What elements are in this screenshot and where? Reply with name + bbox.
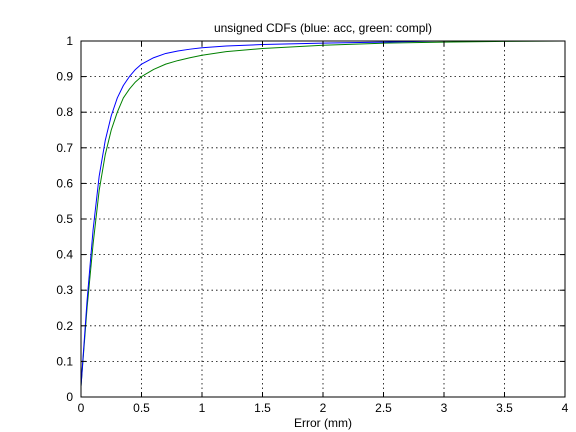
y-tick-label: 0 [66,390,73,404]
tick-marks [80,40,566,398]
y-tick-label: 1 [66,34,73,48]
series-layer [80,40,566,387]
x-axis-label: Error (mm) [294,416,352,430]
x-tick-label: 1.5 [254,401,271,415]
x-tick-label: 4 [562,401,569,415]
y-tick-label: 0.1 [56,354,73,368]
x-tick-label: 0.5 [133,401,150,415]
y-tick-label: 0.2 [56,319,73,333]
cdf-series-line-0 [80,40,437,387]
y-tick-label: 0.9 [56,70,73,84]
tick-labels: 0 0.5 1 1.5 2 2.5 3 3.5 4 0 0.1 0.2 0.3 0.4 0.5 0.6 0.7 0… [56,34,568,415]
x-tick-label: 2.5 [375,401,392,415]
y-tick-label: 0.5 [56,212,73,226]
x-tick-label: 0 [78,401,85,415]
x-tick-label: 3.5 [496,401,513,415]
x-tick-label: 1 [199,401,206,415]
y-tick-label: 0.8 [56,105,73,119]
y-tick-label: 0.3 [56,283,73,297]
chart-title: unsigned CDFs (blue: acc, green: compl) [214,21,432,35]
grid-lines [81,41,565,397]
x-tick-label: 2 [320,401,327,415]
cdf-series-line-1 [80,40,566,387]
y-tick-label: 0.6 [56,176,73,190]
y-tick-label: 0.7 [56,141,73,155]
x-tick-label: 3 [441,401,448,415]
y-tick-label: 0.4 [56,248,73,262]
